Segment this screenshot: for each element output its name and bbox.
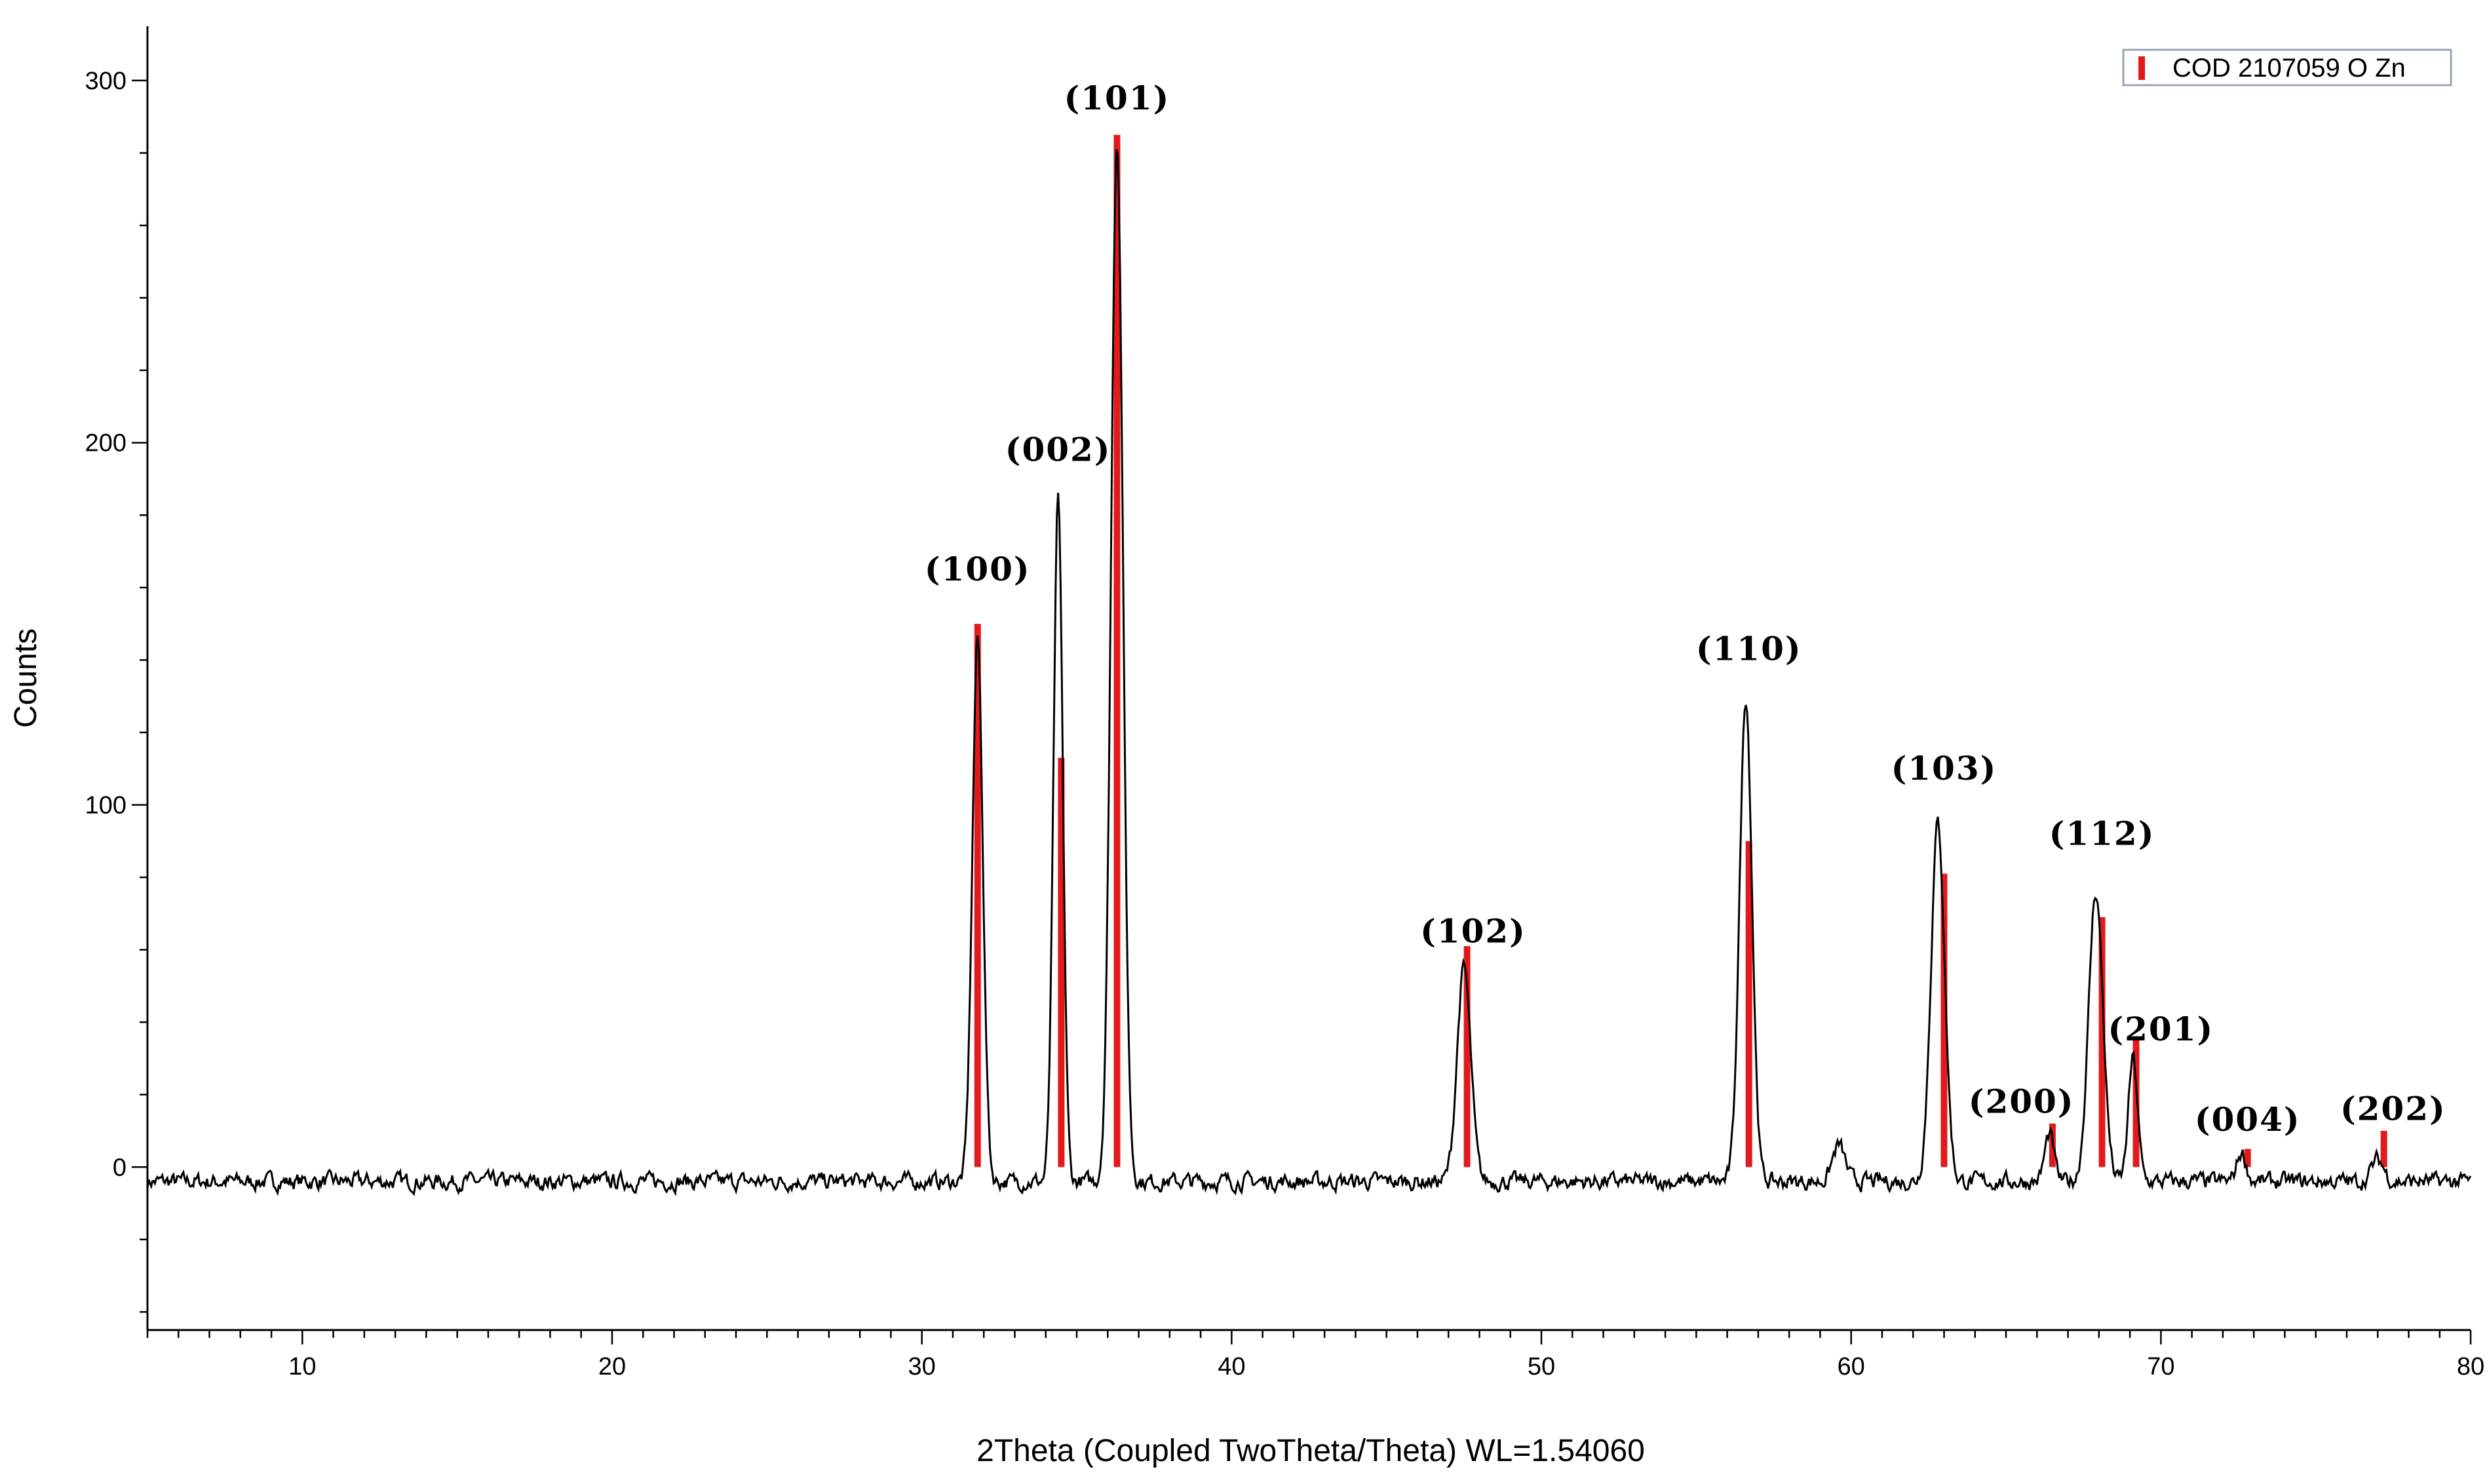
peak-label: (200): [1969, 1082, 2075, 1120]
peak-label: (002): [1005, 430, 1111, 468]
peak-label: (201): [2108, 1010, 2214, 1048]
peak-label: (110): [1696, 629, 1802, 668]
peak-label: (103): [1891, 749, 1997, 788]
peak-label: (112): [2049, 814, 2155, 852]
peak-label: (004): [2195, 1100, 2301, 1139]
x-axis-ticks: 10 20 30 40 50 60 70 80: [288, 1330, 2484, 1380]
legend-entry-label: COD 2107059 O Zn: [2172, 54, 2406, 83]
series-line: [146, 149, 2472, 1196]
peak-label: (101): [1064, 79, 1170, 117]
x-tick-label: 20: [598, 1353, 626, 1380]
y-axis-ticks: 0 100 200 300: [85, 67, 147, 1181]
plot-frame: [146, 26, 2471, 1331]
x-tick-label: 10: [288, 1353, 316, 1380]
minor-ticks: [140, 152, 2441, 1338]
x-axis-title: 2Theta (Coupled TwoTheta/Theta) WL=1.540…: [976, 1434, 1645, 1468]
legend: COD 2107059 O Zn: [2122, 48, 2452, 86]
legend-box: [2122, 48, 2452, 86]
peak-label: (202): [2340, 1089, 2446, 1128]
y-tick-label: 100: [85, 791, 126, 819]
x-tick-label: 40: [1218, 1353, 1245, 1380]
x-tick-label: 50: [1528, 1353, 1555, 1380]
y-tick-label: 200: [85, 430, 126, 457]
peak-annotations: (100) (002) (101) (102) (110) (103) (200) (112)…: [925, 79, 2446, 1139]
x-tick-label: 80: [2457, 1353, 2484, 1380]
y-tick-label: 300: [85, 67, 126, 95]
x-tick-label: 60: [1838, 1353, 1865, 1380]
x-tick-label: 30: [908, 1353, 936, 1380]
peak-label: (102): [1420, 912, 1526, 951]
x-tick-label: 70: [2147, 1353, 2174, 1380]
y-tick-label: 0: [113, 1154, 126, 1181]
legend-swatch: [2138, 56, 2145, 80]
peak-label: (100): [925, 550, 1031, 588]
y-axis-title: Counts: [9, 628, 43, 728]
